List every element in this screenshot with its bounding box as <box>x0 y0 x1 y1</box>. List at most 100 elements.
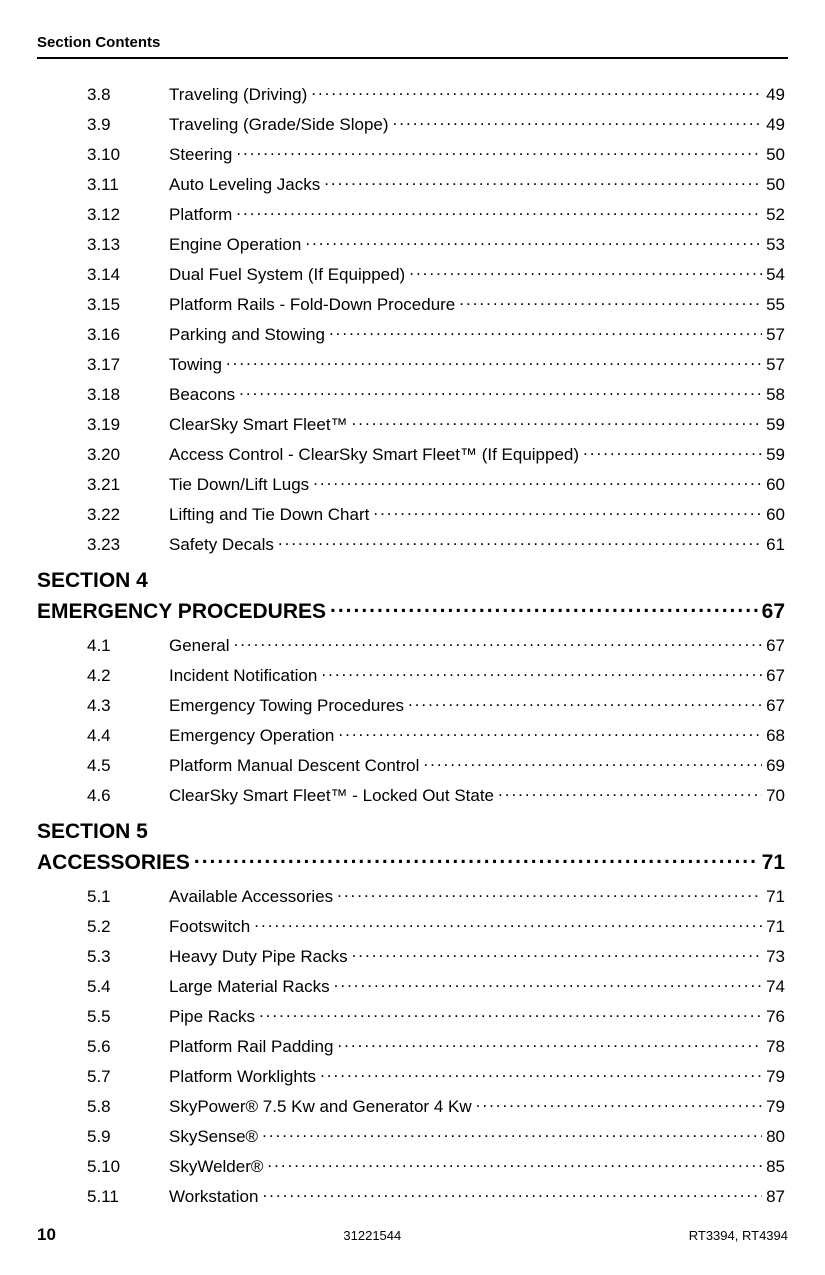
toc-item: Platform Worklights79 <box>169 1065 785 1087</box>
toc-row: 5.4Large Material Racks74 <box>87 975 785 997</box>
leader-dots <box>338 724 762 741</box>
toc-page: 60 <box>762 475 785 495</box>
leader-dots <box>352 413 763 430</box>
toc-num: 3.23 <box>87 535 169 555</box>
toc-row: 3.23Safety Decals61 <box>87 533 785 555</box>
toc-num: 4.2 <box>87 666 169 686</box>
leader-dots <box>278 533 762 550</box>
toc-item: SkyWelder®85 <box>169 1155 785 1177</box>
leader-dots <box>226 353 762 370</box>
toc-title: Platform Rail Padding <box>169 1037 337 1057</box>
toc-row: 5.5Pipe Racks76 <box>87 1005 785 1027</box>
toc-section4-entries: 4.1General674.2Incident Notification674.… <box>37 634 788 806</box>
toc-item: Dual Fuel System (If Equipped)54 <box>169 263 785 285</box>
leader-dots <box>305 233 762 250</box>
toc-title: ClearSky Smart Fleet™ - Locked Out State <box>169 786 498 806</box>
toc-row: 5.10SkyWelder®85 <box>87 1155 785 1177</box>
section4-title: EMERGENCY PROCEDURES <box>37 600 330 624</box>
toc-num: 3.22 <box>87 505 169 525</box>
toc-row: 5.9SkySense®80 <box>87 1125 785 1147</box>
toc-page: 59 <box>762 415 785 435</box>
toc-title: Emergency Towing Procedures <box>169 696 408 716</box>
toc-page: 49 <box>762 115 785 135</box>
toc-num: 3.12 <box>87 205 169 225</box>
toc-title: Platform <box>169 205 236 225</box>
toc-item: Emergency Operation68 <box>169 724 785 746</box>
leader-dots <box>324 173 762 190</box>
toc-row: 3.15Platform Rails - Fold-Down Procedure… <box>87 293 785 315</box>
leader-dots <box>259 1005 762 1022</box>
toc-title: Available Accessories <box>169 887 337 907</box>
toc-page: 71 <box>762 887 785 907</box>
leader-dots <box>239 383 762 400</box>
toc-page: 50 <box>762 175 785 195</box>
toc-item: Tie Down/Lift Lugs60 <box>169 473 785 495</box>
toc-item: SkyPower® 7.5 Kw and Generator 4 Kw79 <box>169 1095 785 1117</box>
leader-dots <box>321 664 762 681</box>
toc-item: Traveling (Grade/Side Slope)49 <box>169 113 785 135</box>
toc-item: Platform Rails - Fold-Down Procedure55 <box>169 293 785 315</box>
toc-item: Incident Notification67 <box>169 664 785 686</box>
toc-page: 74 <box>762 977 785 997</box>
toc-title: ClearSky Smart Fleet™ <box>169 415 352 435</box>
toc-title: Large Material Racks <box>169 977 334 997</box>
toc-item: Auto Leveling Jacks 50 <box>169 173 785 195</box>
toc-item: Workstation87 <box>169 1185 785 1207</box>
toc-title: Workstation <box>169 1187 262 1207</box>
toc-item: Safety Decals61 <box>169 533 785 555</box>
toc-page: 58 <box>762 385 785 405</box>
toc-item: ClearSky Smart Fleet™ 59 <box>169 413 785 435</box>
toc-num: 5.7 <box>87 1067 169 1087</box>
toc-num: 3.14 <box>87 265 169 285</box>
toc-num: 3.20 <box>87 445 169 465</box>
toc-row: 3.18Beacons58 <box>87 383 785 405</box>
leader-dots <box>313 473 762 490</box>
toc-row: 4.2Incident Notification67 <box>87 664 785 686</box>
toc-num: 5.11 <box>87 1187 169 1207</box>
toc-page: 78 <box>762 1037 785 1057</box>
toc-title: Auto Leveling Jacks <box>169 175 324 195</box>
toc-title: Parking and Stowing <box>169 325 329 345</box>
toc-item: Platform Manual Descent Control69 <box>169 754 785 776</box>
toc-row: 3.12Platform52 <box>87 203 785 225</box>
leader-dots <box>583 443 762 460</box>
toc-page: 57 <box>762 355 785 375</box>
toc-item: Parking and Stowing57 <box>169 323 785 345</box>
toc-num: 4.6 <box>87 786 169 806</box>
leader-dots <box>311 83 762 100</box>
toc-title: Emergency Operation <box>169 726 338 746</box>
toc-num: 4.5 <box>87 756 169 776</box>
toc-row: 4.4Emergency Operation68 <box>87 724 785 746</box>
toc-page: 59 <box>762 445 785 465</box>
toc-page: 76 <box>762 1007 785 1027</box>
leader-dots <box>320 1065 762 1082</box>
toc-title: Engine Operation <box>169 235 305 255</box>
toc-num: 5.6 <box>87 1037 169 1057</box>
toc-title: Platform Rails - Fold-Down Procedure <box>169 295 459 315</box>
toc-num: 5.10 <box>87 1157 169 1177</box>
toc-item: Towing57 <box>169 353 785 375</box>
leader-dots <box>262 1185 762 1202</box>
toc-section3-entries: 3.8Traveling (Driving)493.9Traveling (Gr… <box>37 83 788 555</box>
toc-row: 5.2Footswitch71 <box>87 915 785 937</box>
toc-num: 3.21 <box>87 475 169 495</box>
leader-dots <box>352 945 763 962</box>
toc-page: 73 <box>762 947 785 967</box>
leader-dots <box>330 597 758 618</box>
toc-row: 5.1Available Accessories 71 <box>87 885 785 907</box>
leader-dots <box>254 915 762 932</box>
toc-title: Platform Manual Descent Control <box>169 756 423 776</box>
toc-num: 3.16 <box>87 325 169 345</box>
toc-row: 5.7Platform Worklights79 <box>87 1065 785 1087</box>
toc-item: Emergency Towing Procedures67 <box>169 694 785 716</box>
toc-page: 70 <box>762 786 785 806</box>
leader-dots <box>476 1095 762 1112</box>
toc-item: General67 <box>169 634 785 656</box>
toc-num: 5.1 <box>87 887 169 907</box>
leader-dots <box>337 1035 762 1052</box>
leader-dots <box>423 754 762 771</box>
toc-page: 85 <box>762 1157 785 1177</box>
toc-item: Pipe Racks76 <box>169 1005 785 1027</box>
toc-title: SkySense® <box>169 1127 262 1147</box>
toc-page: 54 <box>762 265 785 285</box>
